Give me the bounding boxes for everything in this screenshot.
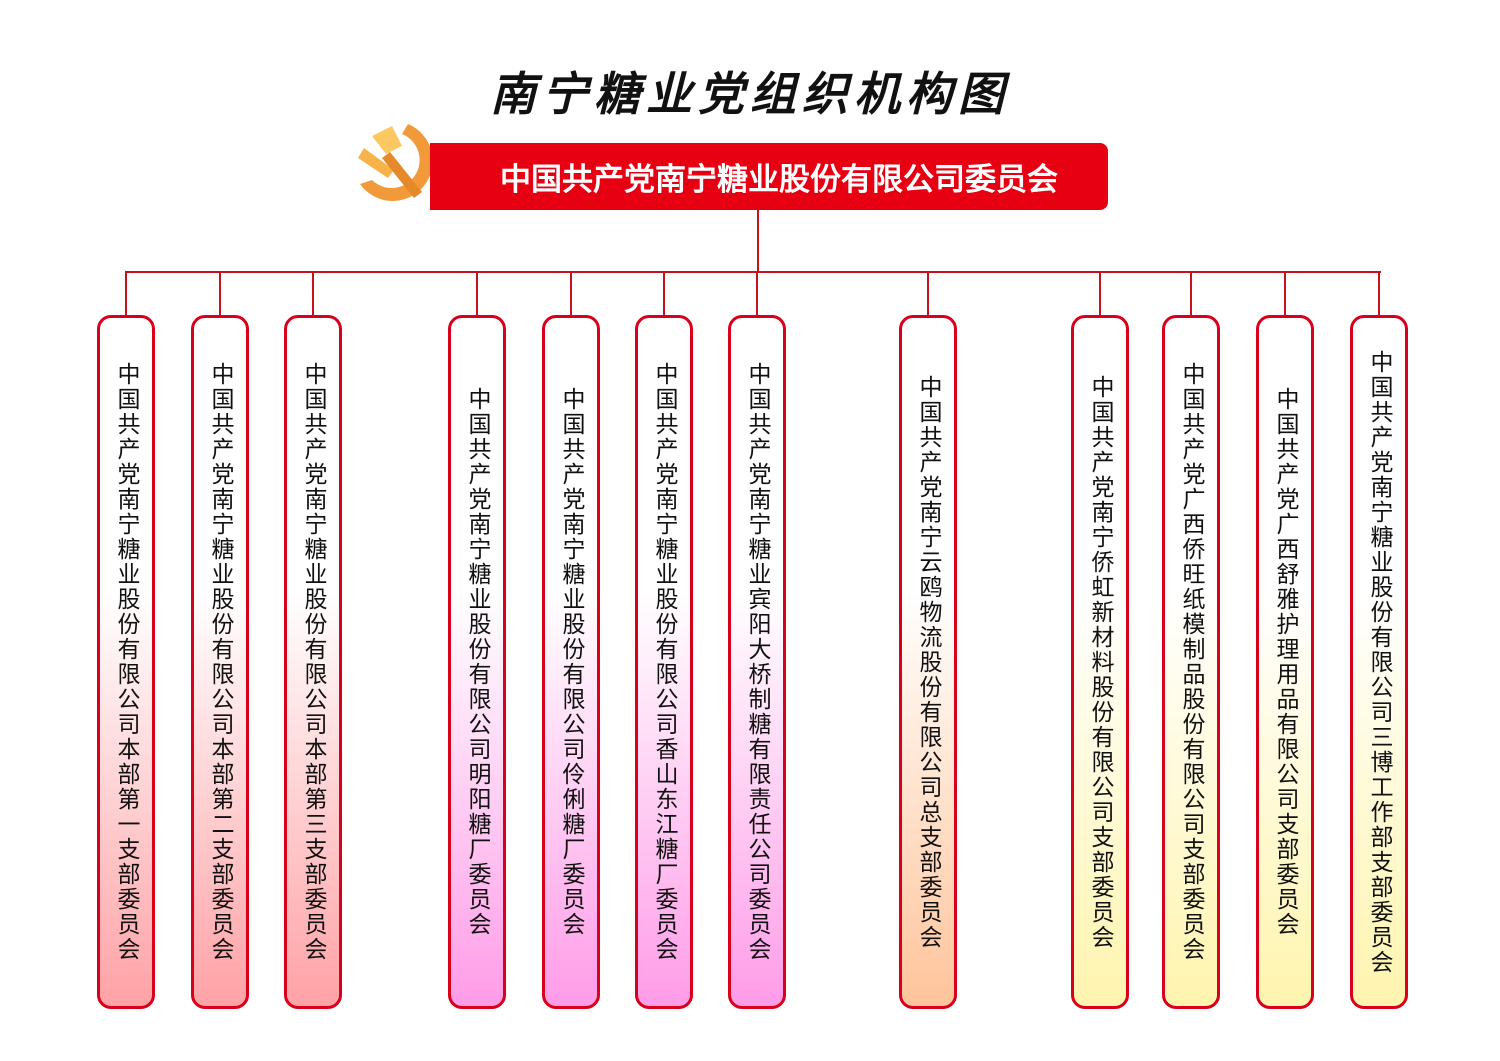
branch-committee: 中国共产党南宁糖业股份有限公司本部第三支部委员会 bbox=[284, 315, 342, 1009]
branch-connector bbox=[927, 272, 929, 316]
branch-label: 中国共产党广西舒雅护理用品有限公司支部委员会 bbox=[1272, 387, 1298, 937]
branch-connector bbox=[1378, 272, 1380, 316]
branch-committee: 中国共产党南宁云鸥物流股份有限公司总支部委员会 bbox=[899, 315, 957, 1009]
branch-committee: 中国共产党南宁糖业股份有限公司伶俐糖厂委员会 bbox=[542, 315, 600, 1009]
branch-committee: 中国共产党南宁糖业宾阳大桥制糖有限责任公司委员会 bbox=[728, 315, 786, 1009]
branch-connector bbox=[1099, 272, 1101, 316]
branch-connector bbox=[125, 272, 127, 316]
branch-label: 中国共产党南宁糖业股份有限公司本部第三支部委员会 bbox=[300, 362, 326, 962]
branch-connector bbox=[1284, 272, 1286, 316]
branch-connector bbox=[1190, 272, 1192, 316]
branch-committee: 中国共产党广西侨旺纸模制品股份有限公司支部委员会 bbox=[1162, 315, 1220, 1009]
branch-label: 中国共产党南宁糖业股份有限公司三博工作部支部委员会 bbox=[1366, 349, 1392, 975]
branch-connector bbox=[219, 272, 221, 316]
branch-label: 中国共产党广西侨旺纸模制品股份有限公司支部委员会 bbox=[1178, 362, 1204, 962]
branch-label: 中国共产党南宁云鸥物流股份有限公司总支部委员会 bbox=[915, 374, 941, 950]
branch-label: 中国共产党南宁糖业股份有限公司香山东江糖厂委员会 bbox=[651, 362, 677, 962]
branch-committee: 中国共产党南宁糖业股份有限公司明阳糖厂委员会 bbox=[448, 315, 506, 1009]
branch-connector bbox=[312, 272, 314, 316]
branch-committee: 中国共产党广西舒雅护理用品有限公司支部委员会 bbox=[1256, 315, 1314, 1009]
branch-connector bbox=[756, 272, 758, 316]
branch-label: 中国共产党南宁糖业股份有限公司本部第一支部委员会 bbox=[113, 362, 139, 962]
branch-label: 中国共产党南宁糖业股份有限公司本部第二支部委员会 bbox=[207, 362, 233, 962]
branch-connector bbox=[663, 272, 665, 316]
branch-committee: 中国共产党南宁侨虹新材料股份有限公司支部委员会 bbox=[1071, 315, 1129, 1009]
branch-label: 中国共产党南宁糖业股份有限公司伶俐糖厂委员会 bbox=[558, 387, 584, 937]
horizontal-connector bbox=[125, 271, 1381, 273]
branch-committee: 中国共产党南宁糖业股份有限公司香山东江糖厂委员会 bbox=[635, 315, 693, 1009]
party-emblem-icon bbox=[358, 124, 433, 201]
branch-committee: 中国共产党南宁糖业股份有限公司本部第二支部委员会 bbox=[191, 315, 249, 1009]
branch-connector bbox=[570, 272, 572, 316]
branch-label: 中国共产党南宁侨虹新材料股份有限公司支部委员会 bbox=[1087, 374, 1113, 950]
root-connector bbox=[757, 210, 759, 272]
root-committee: 中国共产党南宁糖业股份有限公司委员会 bbox=[430, 143, 1108, 210]
branch-connector bbox=[476, 272, 478, 316]
branch-committee: 中国共产党南宁糖业股份有限公司本部第一支部委员会 bbox=[97, 315, 155, 1009]
branch-committee: 中国共产党南宁糖业股份有限公司三博工作部支部委员会 bbox=[1350, 315, 1408, 1009]
branch-label: 中国共产党南宁糖业股份有限公司明阳糖厂委员会 bbox=[464, 387, 490, 937]
branch-label: 中国共产党南宁糖业宾阳大桥制糖有限责任公司委员会 bbox=[744, 362, 770, 962]
page-title: 南宁糖业党组织机构图 bbox=[490, 67, 1010, 121]
